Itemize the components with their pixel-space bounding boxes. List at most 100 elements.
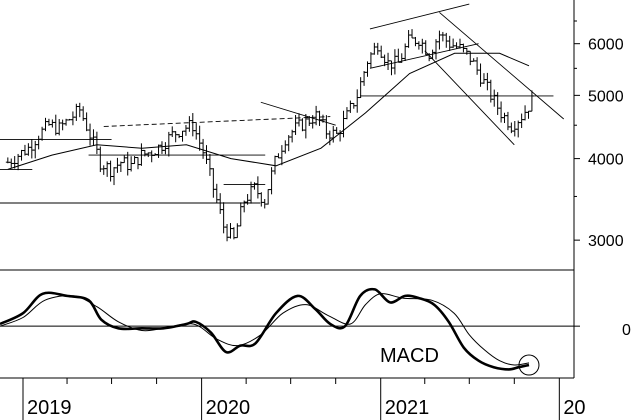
price-bar-133 [461,43,466,53]
macd-series-thick [0,287,530,371]
price-bar-128 [444,32,449,48]
price-bar-118 [410,29,415,39]
price-bar-0 [5,157,10,164]
price-bar-149 [516,120,521,138]
price-bar-36 [129,156,134,172]
trendline-9 [369,43,479,69]
price-bar-60 [211,168,216,198]
price-bar-11 [43,117,48,132]
trendline-11 [424,50,515,146]
price-bar-81 [283,140,288,154]
price-bar-39 [139,143,144,166]
price-bar-33 [118,161,123,173]
price-bar-26 [94,131,99,155]
macd-panel: MACD 0 [0,287,631,376]
price-bar-5 [22,144,27,156]
price-bar-96 [334,127,339,135]
price-bar-91 [317,110,322,126]
price-bars [5,29,534,242]
price-bar-79 [276,153,281,159]
price-bar-140 [485,72,490,91]
price-bar-59 [207,153,212,176]
price-bar-68 [238,202,243,227]
price-bar-136 [471,58,476,62]
price-bar-38 [135,157,140,170]
price-bar-109 [379,45,384,59]
price-bar-114 [396,48,401,63]
trendline-10 [439,12,565,120]
price-bar-102 [355,89,360,113]
price-bar-152 [526,110,531,119]
price-bar-121 [420,38,425,54]
price-bar-93 [324,115,329,139]
price-bar-17 [64,118,69,126]
price-bar-83 [290,129,295,143]
x-tick-label-1: 2020 [206,397,251,419]
price-bar-30 [108,160,113,182]
macd-zero-tick-label: 0 [622,322,631,339]
price-bar-138 [478,63,483,87]
price-bar-148 [512,121,517,137]
price-bar-46 [163,142,168,155]
trendline-8 [369,3,470,30]
price-bar-111 [386,52,391,71]
price-bar-16 [60,119,65,131]
price-bar-103 [358,77,363,99]
price-bar-31 [112,167,117,186]
price-bar-54 [190,113,195,137]
price-bar-18 [67,118,72,121]
macd-highlight-circle [518,354,540,376]
price-bar-63 [221,202,226,234]
price-bar-12 [46,118,51,126]
price-bar-144 [499,101,504,123]
price-bar-131 [454,42,459,49]
price-bar-61 [214,183,219,204]
price-bar-73 [255,176,260,199]
price-bar-105 [365,61,370,77]
price-bar-150 [519,113,524,129]
price-bar-58 [204,145,209,164]
price-bar-3 [16,153,21,171]
price-bar-130 [451,38,456,49]
moving-average [7,52,530,170]
price-bar-55 [194,123,199,140]
price-bar-108 [375,42,380,55]
price-bar-56 [197,125,202,151]
x-tick-label-0: 2019 [27,397,72,419]
moving-average-line [7,52,530,170]
price-bar-98 [341,110,346,138]
price-bar-34 [122,155,127,164]
price-bar-14 [53,114,58,136]
price-tick-label-2: 5000 [588,88,624,105]
price-bar-57 [201,138,206,159]
price-bar-7 [29,139,34,159]
price-bar-51 [180,130,185,142]
price-bar-86 [300,118,305,132]
price-bar-94 [327,130,332,146]
price-bar-32 [115,157,120,173]
price-bar-76 [266,189,271,205]
price-bar-116 [403,43,408,62]
price-bar-8 [33,140,38,159]
price-bar-25 [91,129,96,146]
price-bar-45 [159,141,164,154]
price-tick-label-3: 6000 [588,37,624,54]
price-bar-119 [413,36,418,47]
price-bar-75 [262,198,267,209]
price-bar-50 [177,134,182,139]
price-tick-label-1: 4000 [588,152,624,169]
price-bar-74 [259,192,264,207]
price-bar-107 [372,42,377,55]
price-bar-145 [502,112,507,124]
trendline-5 [103,116,331,127]
price-bar-147 [509,122,514,134]
price-bar-69 [242,200,247,213]
price-bar-4 [19,149,24,161]
price-bar-6 [26,143,31,156]
price-bar-153 [529,90,534,112]
price-bar-21 [77,102,82,118]
price-bar-20 [74,103,79,121]
price-bar-85 [296,113,301,127]
price-panel: 3000 4000 5000 6000 [0,3,624,250]
